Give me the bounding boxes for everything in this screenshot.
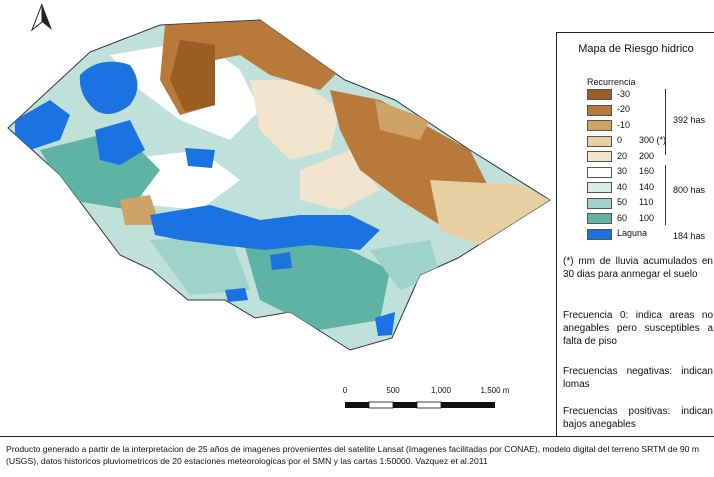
north-arrow-icon (30, 3, 52, 32)
scale-tick-1500: 1,500 m (480, 386, 510, 395)
legend-swatch (587, 182, 612, 193)
scale-tick-0: 0 (342, 386, 348, 395)
map-area-light (250, 80, 340, 160)
scale-bar: 0 500 1,000 1,500 m (342, 386, 515, 416)
legend-swatch (587, 228, 612, 240)
map-area-teal (150, 235, 250, 295)
legend-swatch (587, 104, 612, 116)
map-area-laguna (375, 312, 395, 336)
group-label-392: 392 has (673, 115, 706, 125)
map-area-laguna (270, 252, 292, 270)
map-canvas (7, 3, 551, 351)
map-area-loma (430, 180, 550, 245)
legend-swatch (587, 89, 612, 100)
note-freq-neg: Frecuencias negativas: indican lomas (563, 366, 713, 390)
group-bracket-800 (665, 165, 666, 225)
group-bracket-392 (665, 89, 666, 155)
legend-item-mm: 100 (639, 212, 655, 223)
legend-item-mm: 110 (639, 197, 654, 207)
legend-item-label: 60 (617, 212, 628, 223)
legend-swatch (587, 135, 612, 147)
legend-item-label: -30 (617, 88, 631, 99)
map-area-laguna (15, 100, 70, 150)
footer: Producto generado a partir de la interpr… (0, 436, 714, 477)
legend-item-label: 0 (617, 135, 623, 145)
group-label-184: 184 has (673, 231, 706, 241)
legend-panel: Mapa de Riesgo hidrico Recurrencia -30 -2… (556, 32, 714, 436)
map-area-loma (375, 100, 430, 140)
map-area-laguna (150, 205, 380, 250)
legend-swatch (587, 197, 612, 209)
note-mm: (*) mm de lluvia acumulados en 30 dias p… (563, 256, 713, 280)
map-area-laguna (95, 120, 145, 165)
footer-credits: Producto generado a partir de la interpr… (6, 444, 699, 466)
legend-item-mm: 160 (639, 166, 655, 176)
legend-title: Mapa de Riesgo hidrico (578, 43, 694, 55)
map-area-laguna (79, 61, 138, 114)
legend-item-mm: 300 (*) (639, 135, 667, 145)
legend-subtitle: Recurrencia (587, 77, 636, 87)
legend-swatch (587, 166, 612, 178)
legend-swatch (587, 213, 612, 224)
map-area-laguna (225, 288, 248, 302)
legend-item-label: 40 (617, 181, 628, 192)
legend-item-mm: 200 (639, 150, 655, 161)
legend-item-label: 50 (617, 197, 628, 207)
legend-item-label: 30 (617, 166, 628, 176)
group-label-800: 800 has (673, 185, 706, 195)
note-freq-zero: Frecuencia 0: indica areas no anegables … (563, 310, 713, 347)
map-area-laguna (185, 148, 215, 168)
scale-tick-500: 500 (386, 386, 400, 395)
legend-item-mm: 140 (639, 181, 655, 192)
note-freq-pos: Frecuencias positivas: indican bajos ane… (563, 406, 713, 430)
legend-item-label: 20 (617, 150, 628, 161)
map-area-loma (120, 195, 160, 225)
legend-item-label: -20 (617, 104, 631, 114)
scale-bar-graphic (345, 401, 495, 409)
legend-swatch (587, 151, 612, 162)
scale-tick-1000: 1,000 (430, 386, 452, 395)
legend-item-label: Laguna (617, 228, 648, 238)
map-area-loma (170, 40, 215, 112)
risk-map: 0 500 1,000 1,500 m (7, 3, 551, 416)
legend-swatch (587, 120, 612, 131)
legend-item-label: -10 (617, 119, 631, 130)
